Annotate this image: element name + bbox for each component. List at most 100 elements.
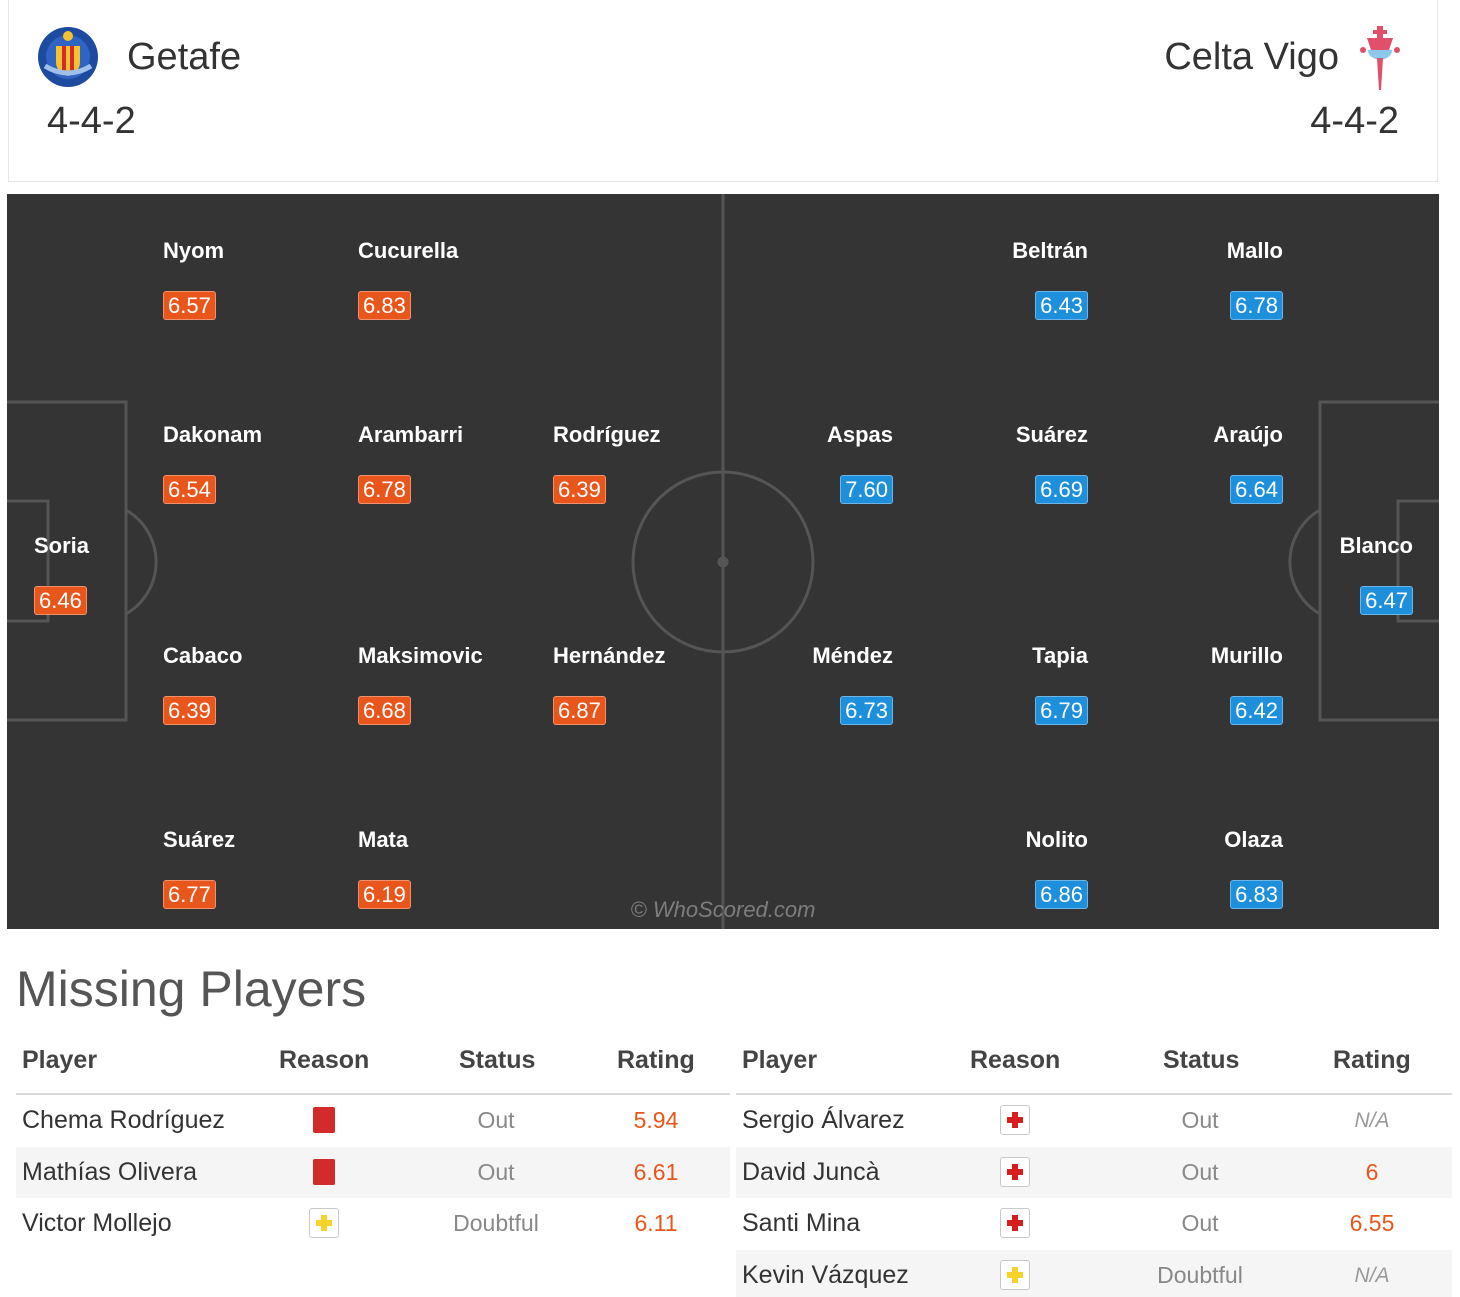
pitch: Nyom 6.57 Cucurella 6.83 Dakonam 6.54 Arambarr…: [7, 194, 1439, 929]
player-name: Blanco: [1339, 533, 1413, 558]
red-card-icon: [313, 1158, 335, 1185]
injury-icon: [1000, 1156, 1030, 1187]
missing-status: Doubtful: [453, 1210, 539, 1236]
missing-player-name[interactable]: Sergio Álvarez: [742, 1106, 905, 1134]
home-player[interactable]: Maksimovic 6.68: [358, 643, 558, 725]
player-name: Suárez: [163, 827, 236, 852]
doubtful-icon: [1000, 1259, 1030, 1290]
home-missing-table: Player Reason Status Rating Chema Rodríg…: [16, 1040, 730, 1250]
player-name: Aspas: [826, 422, 893, 447]
away-missing-table: Player Reason Status Rating Sergio Álvar…: [736, 1040, 1452, 1297]
col-reason[interactable]: Reason: [279, 1046, 370, 1074]
home-team-name[interactable]: Getafe: [127, 36, 242, 78]
getafe-crest-icon: [37, 26, 99, 88]
table-row[interactable]: Mathías Olivera Out 6.61: [16, 1146, 730, 1198]
missing-player-name[interactable]: Kevin Vázquez: [742, 1260, 909, 1289]
home-player[interactable]: Arambarri 6.78: [358, 422, 558, 504]
player-rating: 7.60: [840, 475, 893, 504]
player-name: Cucurella: [358, 238, 459, 263]
player-rating: 6.47: [1360, 586, 1413, 615]
player-rating: 6.43: [1035, 291, 1088, 320]
away-player[interactable]: Beltrán 6.43: [888, 238, 1088, 320]
home-player[interactable]: Suárez 6.77: [163, 827, 363, 909]
player-name: Nyom: [163, 238, 225, 263]
player-name: Murillo: [1210, 643, 1283, 668]
home-player[interactable]: Dakonam 6.54: [163, 422, 363, 504]
away-player[interactable]: Araújo 6.64: [1083, 422, 1283, 504]
player-rating: 6.69: [1035, 475, 1088, 504]
missing-status: Out: [1181, 1107, 1219, 1133]
table-row[interactable]: Victor Mollejo Doubtful 6.11: [16, 1198, 730, 1250]
player-rating: 6.68: [358, 696, 411, 725]
missing-rating: 6: [1365, 1158, 1379, 1185]
missing-player-name[interactable]: David Juncà: [742, 1157, 880, 1186]
celta-crest-icon: [1359, 24, 1401, 92]
away-player[interactable]: Tapia 6.79: [888, 643, 1088, 725]
missing-player-name[interactable]: Victor Mollejo: [22, 1209, 172, 1237]
missing-rating: 5.94: [633, 1107, 679, 1133]
player-rating: 6.42: [1230, 696, 1283, 725]
away-player[interactable]: Suárez 6.69: [888, 422, 1088, 504]
doubtful-icon: [309, 1208, 339, 1238]
missing-status: Out: [1181, 1210, 1219, 1236]
home-player[interactable]: Cabaco 6.39: [163, 643, 363, 725]
col-status[interactable]: Status: [459, 1046, 536, 1074]
table-row[interactable]: Sergio Álvarez Out N/A: [736, 1095, 1452, 1147]
missing-rating: 6.55: [1349, 1210, 1395, 1236]
player-name: Soria: [34, 533, 90, 558]
away-player[interactable]: Méndez 6.73: [693, 643, 893, 725]
col-rating[interactable]: Rating: [1333, 1046, 1411, 1074]
player-rating: 6.19: [358, 880, 411, 909]
col-status[interactable]: Status: [1163, 1046, 1240, 1074]
col-player[interactable]: Player: [22, 1046, 98, 1074]
player-rating: 6.64: [1230, 475, 1283, 504]
missing-rating: 6.61: [633, 1158, 679, 1185]
player-name: Olaza: [1224, 827, 1283, 852]
player-rating: 6.39: [163, 696, 216, 725]
player-rating: 6.79: [1035, 696, 1088, 725]
player-rating: 6.57: [163, 291, 216, 320]
missing-player-name[interactable]: Santi Mina: [742, 1209, 861, 1237]
player-rating: 6.77: [163, 880, 216, 909]
missing-status: Doubtful: [1157, 1261, 1243, 1288]
missing-player-name[interactable]: Mathías Olivera: [22, 1157, 198, 1186]
home-player[interactable]: Hernández 6.87: [553, 643, 753, 725]
home-player[interactable]: Soria 6.46: [34, 533, 234, 615]
player-name: Cabaco: [163, 643, 243, 668]
home-player[interactable]: Cucurella 6.83: [358, 238, 558, 320]
col-player[interactable]: Player: [742, 1046, 818, 1074]
player-rating: 6.39: [553, 475, 606, 504]
player-name: Nolito: [1025, 827, 1088, 852]
away-player[interactable]: Olaza 6.83: [1083, 827, 1283, 909]
table-header: Player Reason Status Rating: [736, 1040, 1452, 1095]
player-rating: 6.83: [1230, 880, 1283, 909]
away-player[interactable]: Blanco 6.47: [1213, 533, 1413, 615]
missing-rating: 6.11: [634, 1210, 678, 1236]
home-player[interactable]: Nyom 6.57: [163, 238, 363, 320]
player-name: Mallo: [1226, 238, 1283, 263]
injury-icon: [1000, 1105, 1030, 1135]
player-name: Arambarri: [358, 422, 464, 447]
player-name: Hernández: [553, 643, 666, 668]
col-rating[interactable]: Rating: [617, 1046, 695, 1074]
col-reason[interactable]: Reason: [970, 1046, 1061, 1074]
home-player[interactable]: Mata 6.19: [358, 827, 558, 909]
away-player[interactable]: Murillo 6.42: [1083, 643, 1283, 725]
home-player[interactable]: Rodríguez 6.39: [553, 422, 753, 504]
player-name: Mata: [358, 827, 409, 852]
table-row[interactable]: Chema Rodríguez Out 5.94: [16, 1095, 730, 1147]
player-rating: 6.46: [34, 586, 87, 615]
player-name: Araújo: [1213, 422, 1283, 447]
table-row[interactable]: Santi Mina Out 6.55: [736, 1198, 1452, 1250]
away-player[interactable]: Nolito 6.86: [888, 827, 1088, 909]
table-row[interactable]: Kevin Vázquez Doubtful N/A: [736, 1249, 1452, 1297]
table-row[interactable]: David Juncà Out 6: [736, 1146, 1452, 1198]
away-player[interactable]: Aspas 7.60: [693, 422, 893, 504]
player-name: Suárez: [1015, 422, 1088, 447]
missing-rating: N/A: [1354, 1263, 1390, 1287]
away-team-name[interactable]: Celta Vigo: [1164, 36, 1339, 78]
red-card-icon: [313, 1107, 335, 1133]
home-formation: 4-4-2: [47, 100, 136, 142]
away-player[interactable]: Mallo 6.78: [1083, 238, 1283, 320]
missing-player-name[interactable]: Chema Rodríguez: [22, 1106, 225, 1134]
